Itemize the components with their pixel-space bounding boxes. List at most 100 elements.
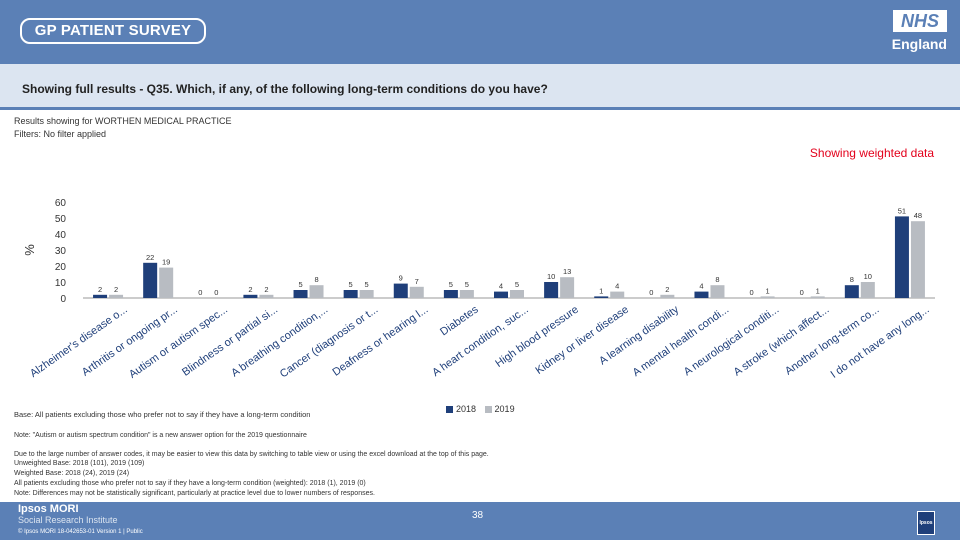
bar-2019-12 bbox=[660, 294, 675, 298]
legend-label-2019: 2019 bbox=[494, 404, 515, 414]
y-tick-label: 20 bbox=[55, 262, 67, 273]
bar-2018-6 bbox=[343, 290, 358, 298]
bar-2019-8 bbox=[459, 290, 474, 298]
bar-2019-16 bbox=[860, 282, 875, 298]
footer-bar bbox=[0, 502, 960, 540]
data-label-2019-11: 4 bbox=[615, 282, 619, 291]
bar-2018-17 bbox=[894, 216, 909, 298]
category-label-8: Diabetes bbox=[438, 303, 481, 338]
bar-2019-14 bbox=[760, 296, 775, 298]
question-title: Showing full results - Q35. Which, if an… bbox=[22, 82, 548, 96]
bar-2018-5 bbox=[293, 290, 308, 298]
data-label-2019-8: 5 bbox=[465, 280, 469, 289]
y-tick-label: 0 bbox=[60, 294, 66, 305]
data-label-2018-17: 51 bbox=[898, 206, 906, 215]
legend-swatch-2018 bbox=[446, 406, 453, 414]
category-label-6: Cancer (diagnosis or t... bbox=[278, 304, 381, 381]
category-label-17: I do not have any long... bbox=[829, 304, 932, 381]
base-note: Base: All patients excluding those who p… bbox=[14, 410, 311, 419]
data-label-2019-7: 7 bbox=[415, 277, 419, 286]
data-label-2019-3: 0 bbox=[214, 288, 218, 297]
bar-2018-16 bbox=[844, 285, 859, 298]
copyright-text: © Ipsos MORI 18-042653-01 Version 1 | Pu… bbox=[18, 529, 143, 535]
data-label-2019-12: 2 bbox=[665, 285, 669, 294]
bar-2018-13 bbox=[694, 291, 709, 298]
question-bar bbox=[0, 64, 960, 110]
y-tick-label: 50 bbox=[55, 214, 67, 225]
data-label-2019-15: 1 bbox=[816, 286, 820, 295]
data-label-2018-13: 4 bbox=[699, 282, 703, 291]
bar-2019-17 bbox=[910, 221, 925, 298]
category-label-5: A breathing condition,... bbox=[229, 304, 330, 380]
category-label-2: Arthritis or ongoing pr... bbox=[80, 304, 180, 379]
bar-2018-4 bbox=[243, 294, 258, 298]
y-tick-label: 40 bbox=[55, 230, 67, 241]
data-label-2018-4: 2 bbox=[248, 285, 252, 294]
data-label-2019-5: 8 bbox=[314, 275, 318, 284]
y-tick-label: 10 bbox=[55, 278, 67, 289]
data-label-2019-1: 2 bbox=[114, 285, 118, 294]
ipsos-mori-label: Ipsos MORI bbox=[18, 503, 79, 515]
bar-2019-7 bbox=[409, 286, 424, 298]
data-label-2019-14: 1 bbox=[766, 286, 770, 295]
category-label-3: Autism or autism spec... bbox=[127, 304, 230, 381]
data-label-2018-8: 5 bbox=[449, 280, 453, 289]
chart-legend: 2018 2019 bbox=[446, 404, 521, 414]
bar-2019-6 bbox=[359, 290, 374, 298]
category-label-16: Another long-term co... bbox=[783, 304, 882, 378]
category-label-15: A stroke (which affect... bbox=[732, 304, 832, 379]
legend-item-2019: 2019 bbox=[484, 404, 515, 414]
social-research-institute-label: Social Research Institute bbox=[18, 515, 118, 525]
category-label-4: Blindness or partial si... bbox=[180, 304, 280, 379]
bar-2018-11 bbox=[594, 296, 609, 298]
category-label-14: A neurological conditi... bbox=[682, 304, 782, 379]
bar-2018-2 bbox=[143, 262, 158, 298]
bar-2019-4 bbox=[259, 294, 274, 298]
bar-2019-2 bbox=[159, 267, 174, 298]
data-label-2019-13: 8 bbox=[715, 275, 719, 284]
data-label-2019-4: 2 bbox=[264, 285, 268, 294]
data-label-2018-1: 2 bbox=[98, 285, 102, 294]
data-label-2019-17: 48 bbox=[914, 211, 922, 220]
nhs-logo: NHS bbox=[893, 10, 947, 32]
category-label-13: A mental health condi... bbox=[631, 304, 732, 379]
bar-2018-1 bbox=[93, 294, 108, 298]
bar-2019-11 bbox=[610, 291, 625, 298]
data-label-2019-9: 5 bbox=[515, 280, 519, 289]
bar-2019-10 bbox=[560, 277, 575, 298]
data-label-2018-14: 0 bbox=[750, 288, 754, 297]
y-tick-label: 30 bbox=[55, 246, 67, 257]
bar-2019-13 bbox=[710, 285, 725, 298]
note-autism: Note: "Autism or autism spectrum conditi… bbox=[14, 432, 307, 439]
weighted-data-label: Showing weighted data bbox=[809, 146, 934, 160]
note-unweighted-base: Unweighted Base: 2018 (101), 2019 (109) bbox=[14, 460, 145, 467]
note-weighted-base: Weighted Base: 2018 (24), 2019 (24) bbox=[14, 470, 130, 477]
data-label-2019-16: 10 bbox=[864, 272, 872, 281]
note-excluded: All patients excluding those who prefer … bbox=[14, 480, 366, 487]
bar-2019-1 bbox=[109, 294, 124, 298]
data-label-2018-3: 0 bbox=[198, 288, 202, 297]
data-label-2018-7: 9 bbox=[399, 274, 403, 283]
data-label-2019-6: 5 bbox=[365, 280, 369, 289]
gp-patient-survey-logo[interactable]: GP PATIENT SURVEY bbox=[20, 18, 206, 44]
y-tick-label: 60 bbox=[55, 198, 67, 209]
note-significance: Note: Differences may not be statistical… bbox=[14, 490, 375, 497]
data-label-2018-9: 4 bbox=[499, 282, 503, 291]
data-label-2018-11: 1 bbox=[599, 286, 603, 295]
data-label-2018-10: 10 bbox=[547, 272, 555, 281]
data-label-2018-6: 5 bbox=[349, 280, 353, 289]
bar-2018-7 bbox=[393, 283, 408, 298]
legend-label-2018: 2018 bbox=[456, 404, 477, 414]
filters-applied: Filters: No filter applied bbox=[14, 129, 107, 139]
data-label-2018-16: 8 bbox=[850, 275, 854, 284]
nhs-england-label: England bbox=[891, 36, 947, 52]
bar-2019-5 bbox=[309, 285, 324, 298]
data-label-2018-15: 0 bbox=[800, 288, 804, 297]
ipsos-logo: Ipsos bbox=[917, 511, 935, 535]
legend-swatch-2019 bbox=[484, 406, 492, 414]
bar-2018-9 bbox=[494, 291, 508, 298]
bar-2018-8 bbox=[443, 290, 458, 298]
data-label-2018-12: 0 bbox=[649, 288, 653, 297]
data-label-2018-2: 22 bbox=[146, 253, 154, 262]
